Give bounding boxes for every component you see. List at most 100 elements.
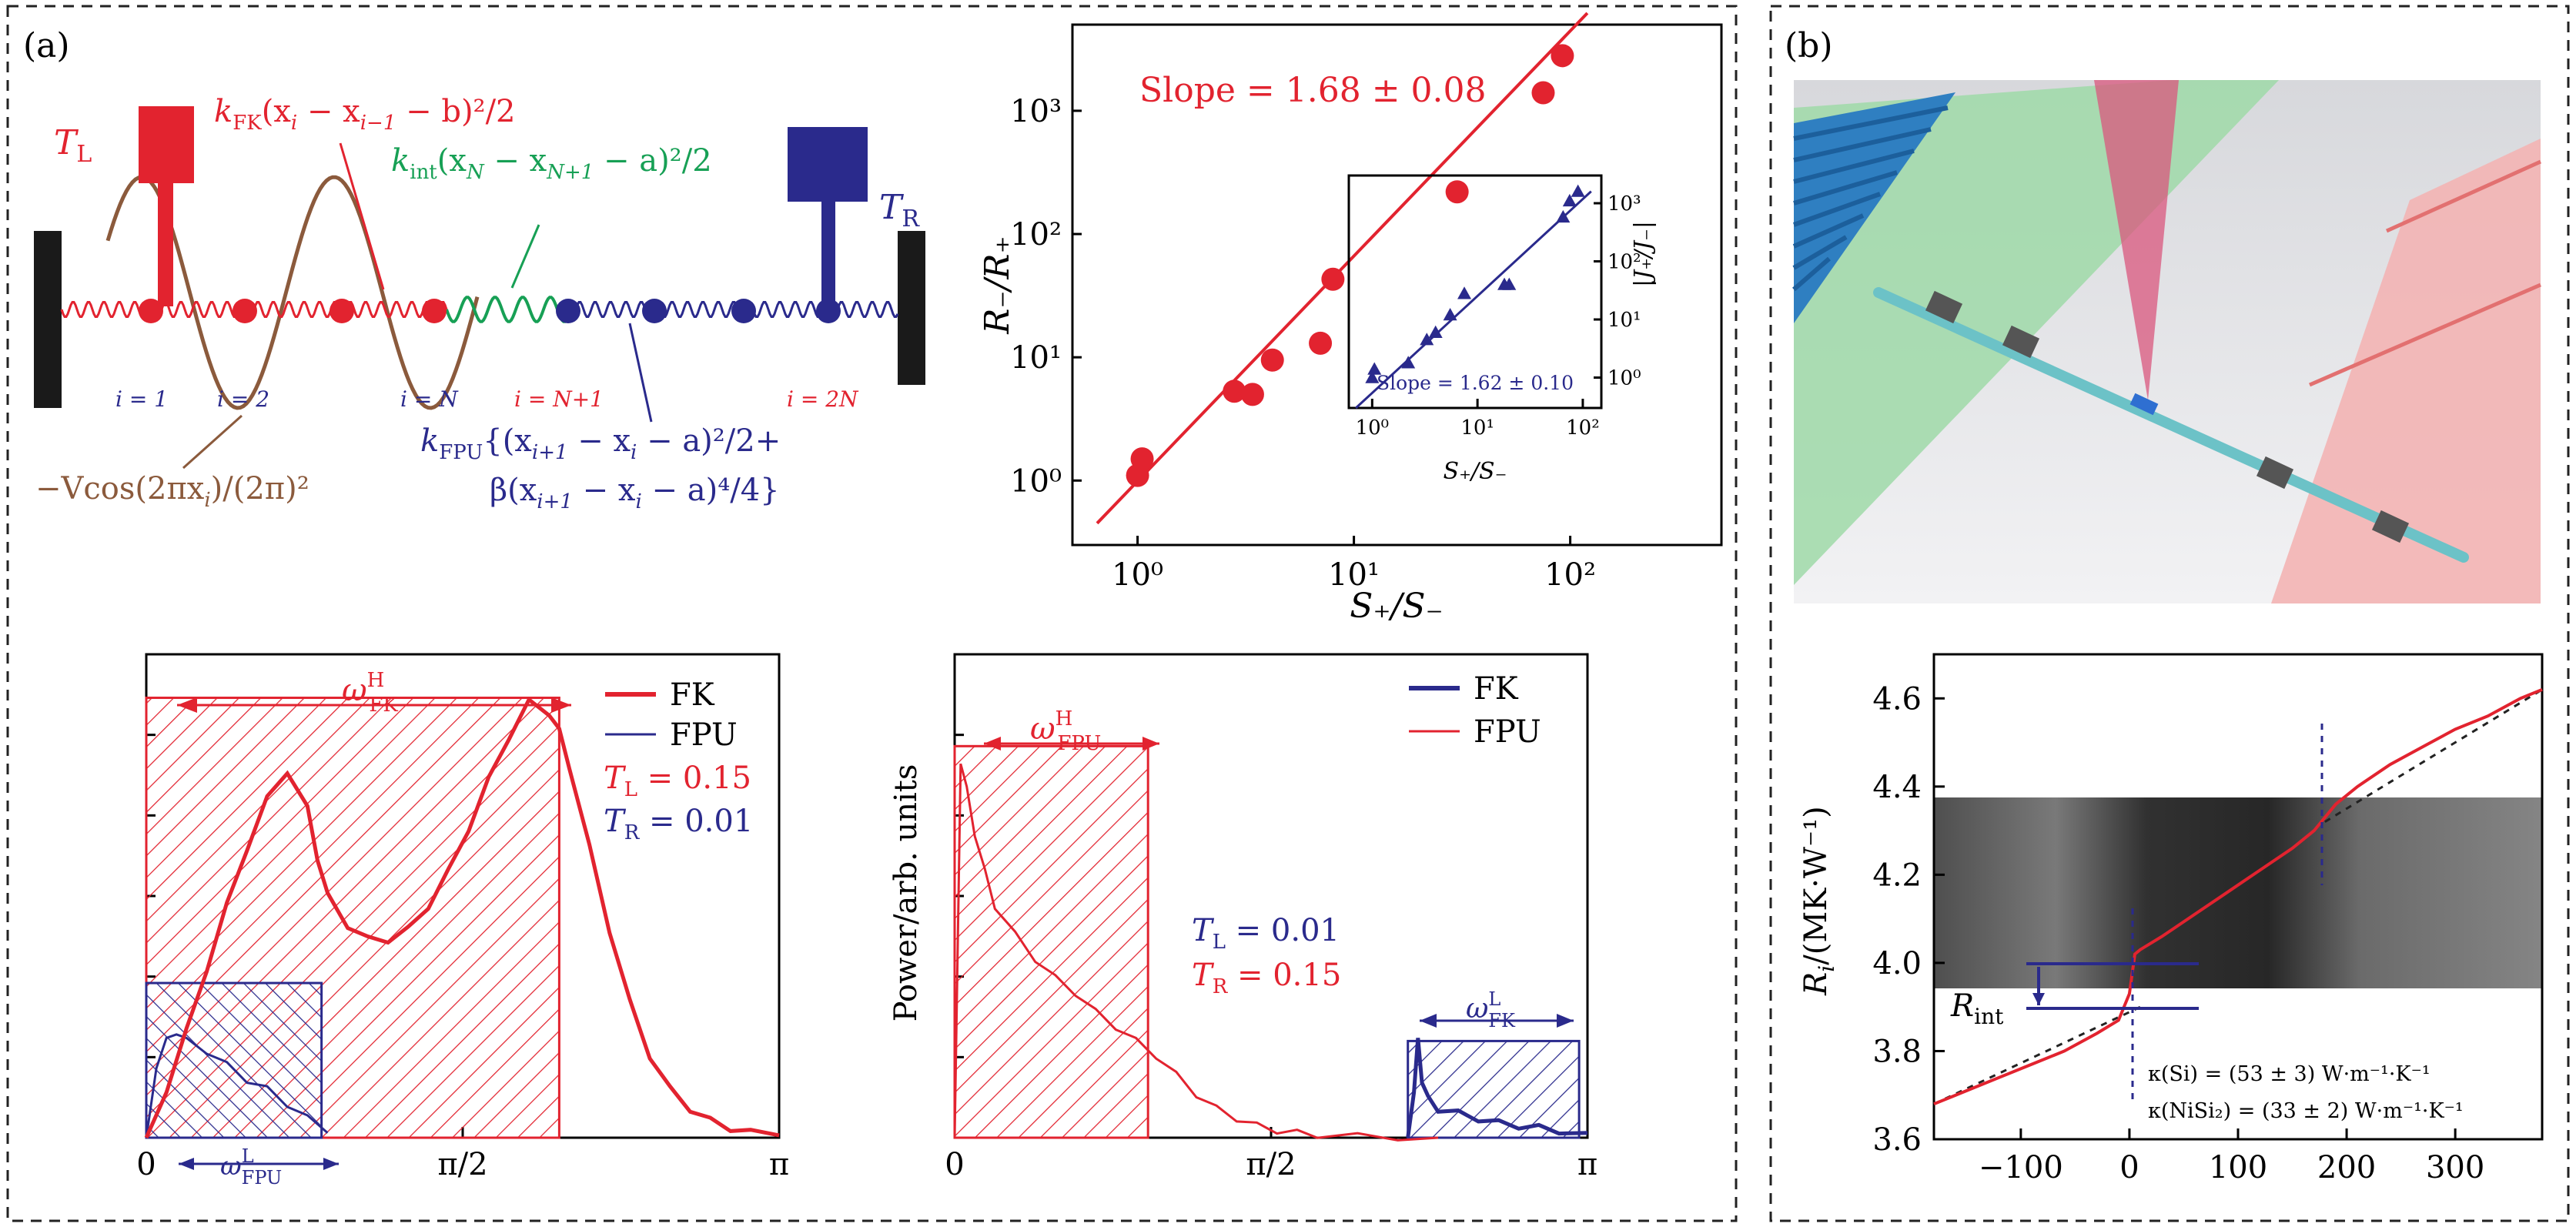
- rectification-inset-xtick-label-0: 10⁰: [1356, 416, 1390, 440]
- res-fit-right: [2324, 688, 2543, 823]
- rect-fit-line: [1096, 12, 1589, 525]
- inset-fit-line: [1355, 190, 1592, 410]
- rectification-main-point-7: [1445, 180, 1469, 204]
- rectification-plot: 10⁰ 10¹ 10² 10⁰ 10¹ 10² 10³ Slope = 1.68 ± 0.0…: [978, 12, 1723, 626]
- rectification-main-point-4: [1260, 348, 1284, 372]
- kint-pointer: [510, 224, 540, 289]
- inset-ylabel: |J₊/J₋|: [1630, 221, 1657, 287]
- rectification-main-point-3: [1240, 383, 1264, 406]
- spec2-ylabel: Power/arb. units: [888, 764, 924, 1022]
- spec1-low-arrow-left: [179, 1158, 194, 1170]
- inset-slope-annotation: Slope = 1.62 ± 0.10: [1377, 372, 1574, 394]
- res-xtick-label-0: −100: [1979, 1150, 2063, 1185]
- kint-label: kint(xN − xN+1 − a)²/2: [391, 143, 712, 184]
- pink-edge-2: [2309, 283, 2541, 387]
- right-wall: [898, 231, 925, 385]
- rectification-main-point-5: [1309, 331, 1333, 355]
- comb-finger-3: [1793, 170, 1898, 206]
- spec2-fk-curve: [1406, 1038, 1588, 1138]
- spec1-fpu-curve: [145, 1033, 329, 1138]
- rectification-main-ytick-label-0: 10⁰: [1010, 463, 1062, 499]
- rectification-inset-point-1: [1367, 362, 1382, 375]
- kfpu-label-line2: β(xi+1 − xi − a)⁴/4}: [490, 473, 780, 513]
- comb-finger-7: [1792, 256, 1831, 292]
- rectification-main-ytick-label-3: 10³: [1010, 94, 1062, 129]
- contact-pads: [1925, 290, 2410, 543]
- comb-finger-6: [1792, 235, 1848, 270]
- rectification-inset-xtick-label-1: 10¹: [1460, 416, 1494, 440]
- atom-2: [233, 299, 257, 323]
- comb-finger-4: [1792, 192, 1882, 227]
- rectification-inset-point-8: [1502, 277, 1517, 290]
- rectification-inset-point-5: [1443, 308, 1457, 321]
- res-ytick-label-5: 4.6: [1872, 681, 1922, 717]
- spec2-fpu-curve: [953, 763, 1439, 1142]
- rectification-inset-ytick-label-3: 10³: [1607, 192, 1641, 216]
- chain-schematic: TL TR kFK(xi − xi−1 − b)²/2 kint(xN − xN…: [34, 94, 925, 513]
- spec1-band-high-label: ωH FK: [342, 669, 398, 717]
- power-spectrum-1-xtick-label-2: π: [769, 1147, 789, 1182]
- power-spectrum-1-xtick-label-1: π/2: [437, 1147, 487, 1182]
- potential-pointer: [182, 414, 243, 470]
- res-ytick-label-2: 4.0: [1872, 946, 1922, 981]
- res-xtick-label-4: 300: [2426, 1150, 2484, 1185]
- atom-3: [330, 299, 354, 323]
- laser-beam: [2094, 80, 2179, 400]
- spectrum-plot-1: 0 π/2 π ωH FK ωL FPU FK FPU TL = 0.15 TR = 0…: [136, 653, 789, 1189]
- rect-slope-annotation: Slope = 1.68 ± 0.08: [1139, 71, 1487, 110]
- site-label-n: i = N: [400, 386, 459, 412]
- spec2-low-arrow-right: [1557, 1014, 1574, 1028]
- power-spectrum-2-xtick-label-1: π/2: [1246, 1147, 1296, 1182]
- res-ytick-label-1: 3.8: [1872, 1034, 1922, 1069]
- left-wall: [34, 231, 62, 408]
- spec1-arrow-left: [177, 697, 197, 713]
- nanowire: [1873, 287, 2469, 563]
- tem-image-strip: [1934, 797, 2542, 988]
- rectification-main-point-8: [1531, 81, 1555, 105]
- comb-finger-1: [1793, 127, 1932, 162]
- rectification-inset-point-11: [1571, 184, 1585, 197]
- kappa-nisi2-label: κ(NiSi₂) = (33 ± 2) W·m⁻¹·K⁻¹: [2148, 1099, 2464, 1123]
- kfpu-label-line1: kFPU{(xi+1 − xi − a)²/2+: [420, 423, 781, 464]
- panel-b-label: (b): [1785, 26, 1833, 65]
- spec2-arrow-left: [984, 737, 1001, 751]
- pink-electrode: [2271, 139, 2541, 603]
- spec2-band-high-label: ωH FPU: [1030, 707, 1101, 755]
- rectification-main-xtick-label-2: 10²: [1544, 557, 1596, 593]
- res-ytick-label-0: 3.6: [1872, 1122, 1922, 1158]
- rectification-inset-ytick-label-0: 10⁰: [1607, 367, 1641, 390]
- power-spectrum-1-xtick-label-0: 0: [136, 1147, 156, 1182]
- spec1-temp-left: TL = 0.15: [604, 761, 751, 801]
- atom-6: [642, 299, 667, 323]
- spec2-band-low: [1407, 1039, 1581, 1139]
- inset-xlabel: S₊/S₋: [1444, 458, 1507, 485]
- rectification-main-point-9: [1551, 44, 1574, 68]
- kappa-si-label: κ(Si) = (53 ± 3) W·m⁻¹·K⁻¹: [2148, 1062, 2430, 1086]
- comb-finger-5: [1792, 213, 1865, 249]
- atom-8: [816, 299, 841, 323]
- spec1-legend-fk: FK: [670, 677, 715, 713]
- spec1-band-low-label: ωL FPU: [220, 1145, 282, 1189]
- interface-spring: [445, 296, 570, 323]
- kfk-label: kFK(xi − xi−1 − b)²/2: [214, 94, 516, 135]
- rect-plot-frame: [1071, 23, 1723, 547]
- hot-bath-rod: [158, 183, 173, 306]
- resistance-plot: −100 0 100 200 300 3.6 3.8 4.0 4.2 4.4 4.6 Rint κ(…: [1798, 653, 2544, 1185]
- spec1-legend-fpu: FPU: [670, 717, 738, 753]
- site-label-1: i = 1: [115, 386, 168, 412]
- device-illustration: [1792, 80, 2542, 603]
- spec1-band-low: [145, 981, 323, 1139]
- panel-a-label: (a): [23, 26, 70, 65]
- power-spectrum-2-xtick-label-0: 0: [945, 1147, 964, 1182]
- rectification-main-point-2: [1223, 379, 1246, 403]
- comb-finger-0: [1793, 105, 1949, 141]
- hot-bath-block: [139, 106, 194, 183]
- rectification-main-xtick-label-0: 10⁰: [1112, 557, 1163, 593]
- rectification-inset-point-6: [1457, 286, 1472, 299]
- rect-ylabel: R₋/R₊: [978, 236, 1017, 335]
- cold-bath-block: [788, 127, 868, 202]
- res-xtick-label-1: 0: [2119, 1150, 2139, 1185]
- rectification-inset-xtick-label-2: 10²: [1566, 416, 1600, 440]
- res-ytick-label-4: 4.4: [1872, 770, 1922, 805]
